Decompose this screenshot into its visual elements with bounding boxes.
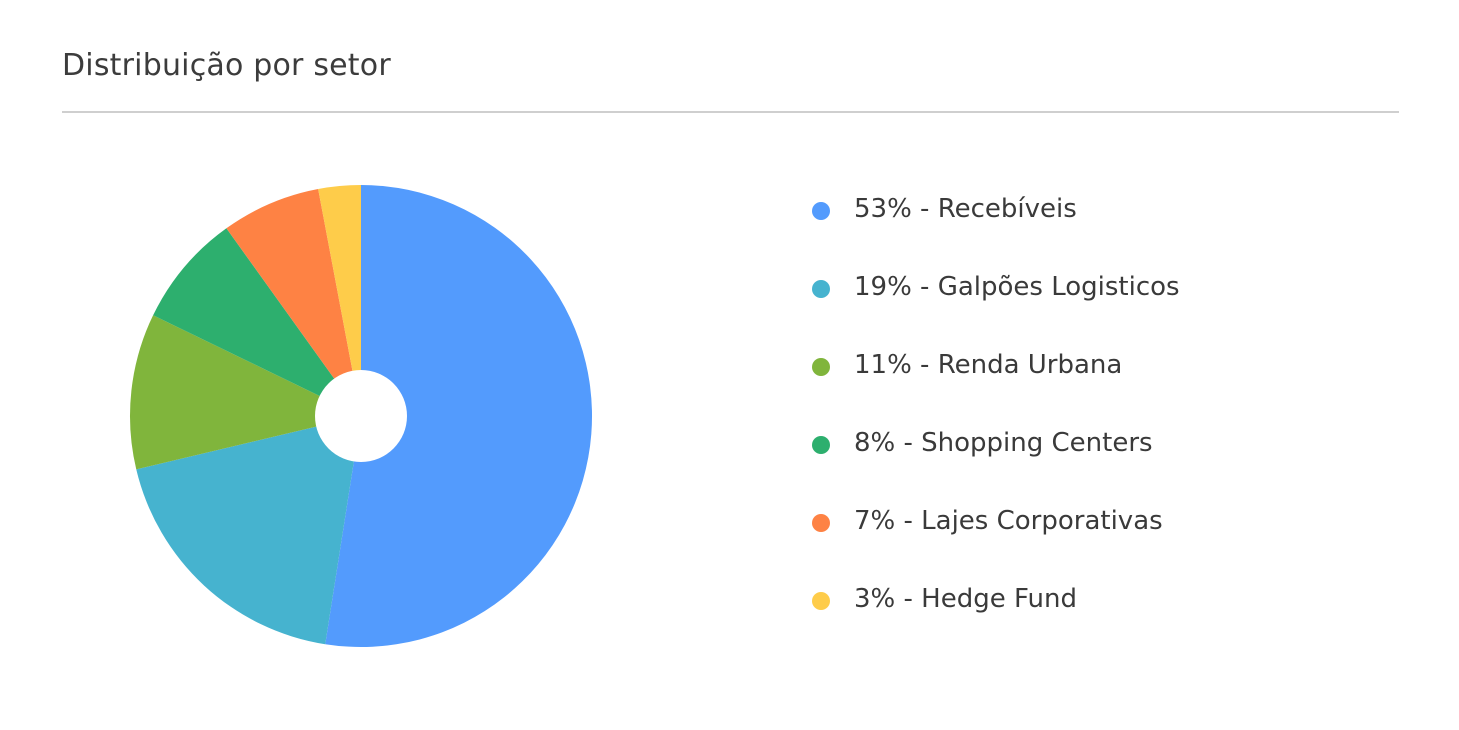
legend-label: 8% - Shopping Centers (854, 428, 1153, 458)
pie-center-hole (315, 370, 407, 462)
legend-item[interactable]: 3% - Hedge Fund (812, 560, 1180, 638)
legend-label: 3% - Hedge Fund (854, 584, 1077, 614)
chart-legend: 53% - Recebíveis 19% - Galpões Logistico… (812, 170, 1180, 638)
legend-item[interactable]: 7% - Lajes Corporativas (812, 482, 1180, 560)
legend-label: 11% - Renda Urbana (854, 350, 1123, 380)
legend-marker (812, 436, 830, 454)
legend-label: 19% - Galpões Logisticos (854, 272, 1180, 302)
legend-marker (812, 592, 830, 610)
legend-marker (812, 280, 830, 298)
legend-marker (812, 202, 830, 220)
chart-title: Distribuição por setor (62, 48, 391, 83)
pie-slice-galpoes-logisticos[interactable] (136, 416, 361, 645)
legend-item[interactable]: 53% - Recebíveis (812, 170, 1180, 248)
legend-item[interactable]: 11% - Renda Urbana (812, 326, 1180, 404)
pie-slices (130, 185, 593, 647)
legend-marker (812, 514, 830, 532)
title-divider (62, 111, 1399, 113)
legend-marker (812, 358, 830, 376)
legend-label: 53% - Recebíveis (854, 194, 1077, 224)
pie-slice-lajes-corporativas[interactable] (226, 189, 361, 416)
legend-label: 7% - Lajes Corporativas (854, 506, 1163, 536)
pie-slice-hedge-fund[interactable] (318, 185, 361, 416)
legend-item[interactable]: 19% - Galpões Logisticos (812, 248, 1180, 326)
pie-slice-shopping-centers[interactable] (153, 228, 361, 416)
pie-slice-recebiveis[interactable] (325, 185, 593, 647)
legend-item[interactable]: 8% - Shopping Centers (812, 404, 1180, 482)
pie-slice-renda-urbana[interactable] (130, 315, 361, 470)
